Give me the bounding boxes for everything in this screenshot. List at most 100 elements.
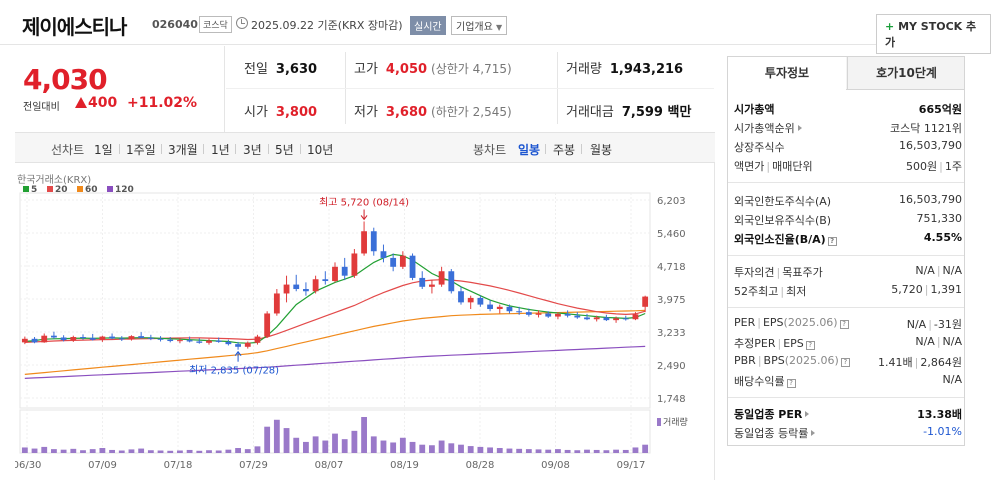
investment-info-panel: 투자정보 호가10단계 시가총액 665억원 시가총액순위 코스닥 1121위 상장… bbox=[727, 56, 965, 476]
price-change-percent: +11.02% bbox=[127, 95, 198, 111]
candle-body bbox=[613, 318, 619, 321]
industry-per-link[interactable]: 동일업종 PER bbox=[734, 406, 810, 422]
candle-body bbox=[545, 313, 552, 317]
candle-body bbox=[235, 344, 241, 347]
par-unit-values: 500원 | 1주 bbox=[906, 158, 962, 174]
row-industry-per[interactable]: 동일업종 PER 13.38배 bbox=[734, 404, 962, 423]
foreign-hold-value: 751,330 bbox=[916, 212, 963, 225]
volume-bar bbox=[584, 449, 590, 453]
candle-body bbox=[254, 336, 261, 343]
divider bbox=[119, 144, 120, 154]
company-overview-dropdown[interactable]: 기업개요 ▼ bbox=[451, 16, 508, 35]
separator: | bbox=[780, 285, 785, 298]
volume-bar bbox=[390, 442, 397, 453]
volume-bar bbox=[467, 446, 474, 453]
tab-3y[interactable]: 3년 bbox=[243, 143, 262, 157]
tab-investment-info[interactable]: 투자정보 bbox=[728, 57, 846, 90]
volume-bar bbox=[438, 440, 445, 453]
candle-body bbox=[21, 338, 28, 343]
volume-bar bbox=[273, 419, 280, 453]
price-chart[interactable]: 6,203 5,460 4,718 3,975 3,233 2,490 1,748 06/30… bbox=[15, 163, 715, 480]
help-icon[interactable]: ? bbox=[786, 379, 796, 388]
separator: | bbox=[757, 316, 761, 329]
x-tick-label: 07/29 bbox=[239, 460, 268, 471]
compare-label: 전일대비 bbox=[23, 102, 60, 113]
volume-bar bbox=[51, 449, 57, 453]
candle-body bbox=[458, 291, 464, 303]
divider bbox=[235, 144, 236, 154]
tab-daily[interactable]: 일봉 bbox=[518, 143, 541, 157]
tab-1w[interactable]: 1주일 bbox=[126, 143, 156, 157]
price-date: 2025.09.22 기준(KRX 장마감) bbox=[251, 19, 403, 32]
per-year: (2025.06) bbox=[783, 316, 838, 329]
help-icon[interactable]: ? bbox=[840, 358, 850, 367]
volume-bar bbox=[458, 444, 464, 453]
up-triangle-icon bbox=[75, 97, 87, 108]
volume-bar bbox=[89, 449, 96, 453]
volume-bar bbox=[593, 449, 600, 453]
plot-area bbox=[19, 192, 651, 409]
realtime-button[interactable]: 실시간 bbox=[410, 16, 446, 35]
stock-name: 제이에스티나 bbox=[22, 15, 127, 39]
stat-amount-value: 7,599 백만 bbox=[621, 105, 692, 120]
opinion-target-labels: 투자의견 | 목표주가 bbox=[734, 264, 823, 280]
candle-body bbox=[303, 289, 309, 292]
volume-bar bbox=[244, 449, 251, 453]
candlestick-chart[interactable]: 6,203 5,460 4,718 3,975 3,233 2,490 1,748 06/30… bbox=[15, 163, 715, 480]
help-icon[interactable]: ? bbox=[839, 320, 849, 329]
separator: | bbox=[757, 354, 762, 367]
help-icon[interactable]: ? bbox=[827, 237, 837, 246]
stock-header: 제이에스티나 026040 코스닥 2025.09.22 기준(KRX 장마감)… bbox=[0, 0, 991, 54]
tab-weekly[interactable]: 주봉 bbox=[553, 143, 576, 157]
volume-bar bbox=[31, 448, 38, 453]
separator: | bbox=[777, 337, 782, 350]
listed-shares-value: 16,503,790 bbox=[899, 139, 962, 152]
candle-body bbox=[632, 314, 639, 320]
volume-bar bbox=[70, 448, 77, 453]
52week-labels: 52주최고 | 최저 bbox=[734, 283, 806, 299]
row-market-cap-rank[interactable]: 시가총액순위 코스닥 1121위 bbox=[734, 118, 962, 137]
tab-order-book[interactable]: 호가10단계 bbox=[847, 57, 965, 90]
line-chart-label: 선차트 bbox=[51, 143, 85, 157]
candle-body bbox=[642, 296, 649, 307]
candle-body bbox=[516, 311, 523, 313]
candle-body bbox=[448, 271, 455, 292]
help-icon[interactable]: ? bbox=[805, 341, 815, 350]
dividend-label-wrap: 배당수익률? bbox=[734, 373, 796, 389]
est-per-label: 추정PER bbox=[734, 337, 776, 350]
tab-3m[interactable]: 3개월 bbox=[168, 143, 198, 157]
x-tick-label: 07/18 bbox=[164, 460, 193, 471]
tab-1d[interactable]: 1일 bbox=[94, 143, 113, 157]
market-cap-rank-label: 시가총액순위 bbox=[734, 122, 795, 135]
candle-body bbox=[312, 279, 319, 292]
candle-chart-label: 봉차트 bbox=[473, 143, 507, 157]
volume-bar bbox=[312, 436, 319, 453]
52week-values: 5,720 | 1,391 bbox=[891, 283, 962, 296]
row-industry-change[interactable]: 동일업종 등락률 -1.01% bbox=[734, 423, 962, 442]
pbr-bps-labels: PBR | BPS(2025.06)? bbox=[734, 354, 850, 367]
current-price: 4,030 bbox=[23, 63, 108, 96]
volume-bar bbox=[448, 443, 455, 453]
market-cap-rank-link[interactable]: 시가총액순위 bbox=[734, 120, 802, 136]
candle-body bbox=[157, 338, 164, 340]
volume-bar bbox=[264, 426, 271, 453]
industry-change-link[interactable]: 동일업종 등락률 bbox=[734, 425, 816, 441]
separator: | bbox=[939, 160, 943, 173]
y-tick-label: 2,490 bbox=[657, 361, 686, 372]
tab-10y[interactable]: 10년 bbox=[307, 143, 334, 157]
candle-body bbox=[487, 304, 493, 310]
separator: | bbox=[928, 318, 932, 331]
52week-low-label: 최저 bbox=[786, 285, 807, 298]
tab-5y[interactable]: 5년 bbox=[275, 143, 294, 157]
add-my-stock-button[interactable]: + MY STOCK 추가 bbox=[876, 14, 991, 54]
candle-body bbox=[603, 317, 610, 321]
candle-body bbox=[332, 266, 338, 282]
volume-bar bbox=[157, 450, 164, 453]
x-tick-label: 08/07 bbox=[315, 460, 344, 471]
tab-monthly[interactable]: 월봉 bbox=[590, 143, 613, 157]
volume-bar bbox=[419, 444, 426, 453]
tab-1y[interactable]: 1년 bbox=[211, 143, 230, 157]
volume-bar bbox=[409, 441, 416, 453]
stat-low: 저가 3,680 (하한가 2,545) bbox=[354, 101, 512, 120]
ma120-line bbox=[24, 345, 646, 379]
